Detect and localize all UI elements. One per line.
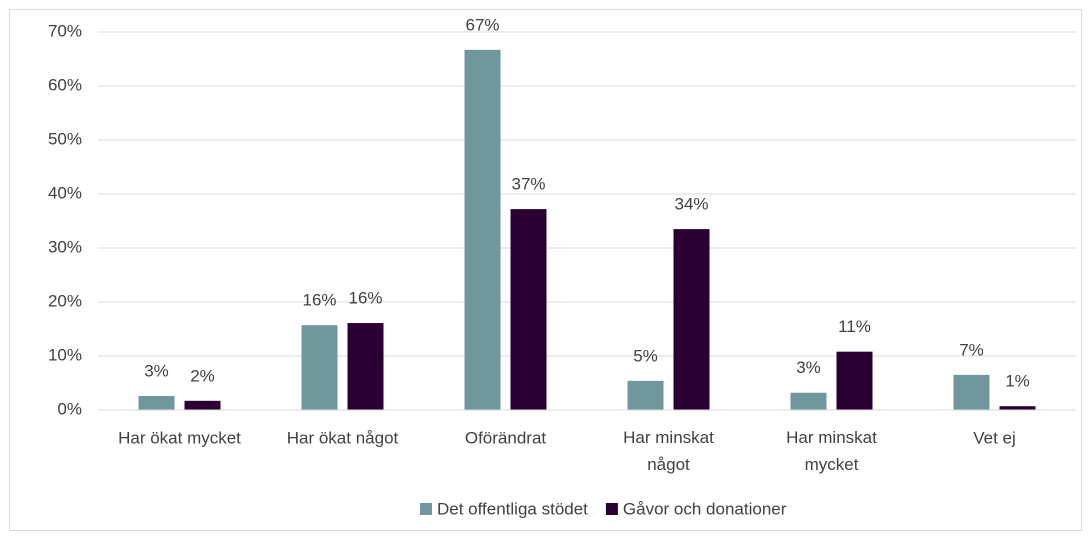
legend-swatch [605, 503, 618, 515]
bar [673, 229, 710, 410]
x-tick-label: Oförändrat [465, 428, 547, 447]
data-label: 34% [674, 195, 708, 214]
bar [138, 395, 175, 410]
x-tick-label: Har ökat något [287, 428, 399, 447]
data-label: 5% [633, 346, 658, 365]
bar [790, 392, 827, 410]
bar [464, 49, 501, 410]
y-tick-label: 20% [48, 291, 82, 310]
data-label: 3% [796, 358, 821, 377]
data-label: 11% [838, 317, 871, 336]
y-tick-label: 10% [48, 345, 82, 364]
bar [627, 380, 664, 410]
legend-label: Gåvor och donationer [623, 499, 787, 518]
bar [510, 209, 547, 410]
y-tick-label: 70% [48, 21, 82, 40]
x-tick-label: Vet ej [973, 428, 1016, 447]
bar [953, 374, 990, 410]
y-tick-label: 40% [48, 183, 82, 202]
data-label: 16% [348, 289, 382, 308]
bar [999, 406, 1036, 410]
data-label: 3% [144, 361, 169, 380]
data-label: 2% [190, 366, 215, 385]
x-tick-label: Har minskat mycket [786, 428, 877, 474]
bar [184, 400, 221, 410]
legend-label: Det offentliga stödet [437, 499, 588, 518]
data-label: 16% [302, 291, 336, 310]
data-label: 1% [1005, 372, 1030, 391]
y-tick-label: 0% [57, 399, 82, 418]
y-tick-label: 50% [48, 129, 82, 148]
bar [836, 351, 873, 410]
legend-swatch [420, 503, 432, 515]
y-tick-label: 30% [48, 237, 82, 256]
data-label: 7% [959, 340, 984, 359]
data-label: 67% [465, 15, 499, 34]
x-tick-label: Har minskat något [623, 428, 714, 474]
bar [301, 325, 338, 410]
x-tick-label: Har ökat mycket [118, 428, 241, 447]
bar [347, 323, 384, 410]
data-label: 37% [511, 175, 545, 194]
y-tick-label: 60% [48, 75, 82, 94]
